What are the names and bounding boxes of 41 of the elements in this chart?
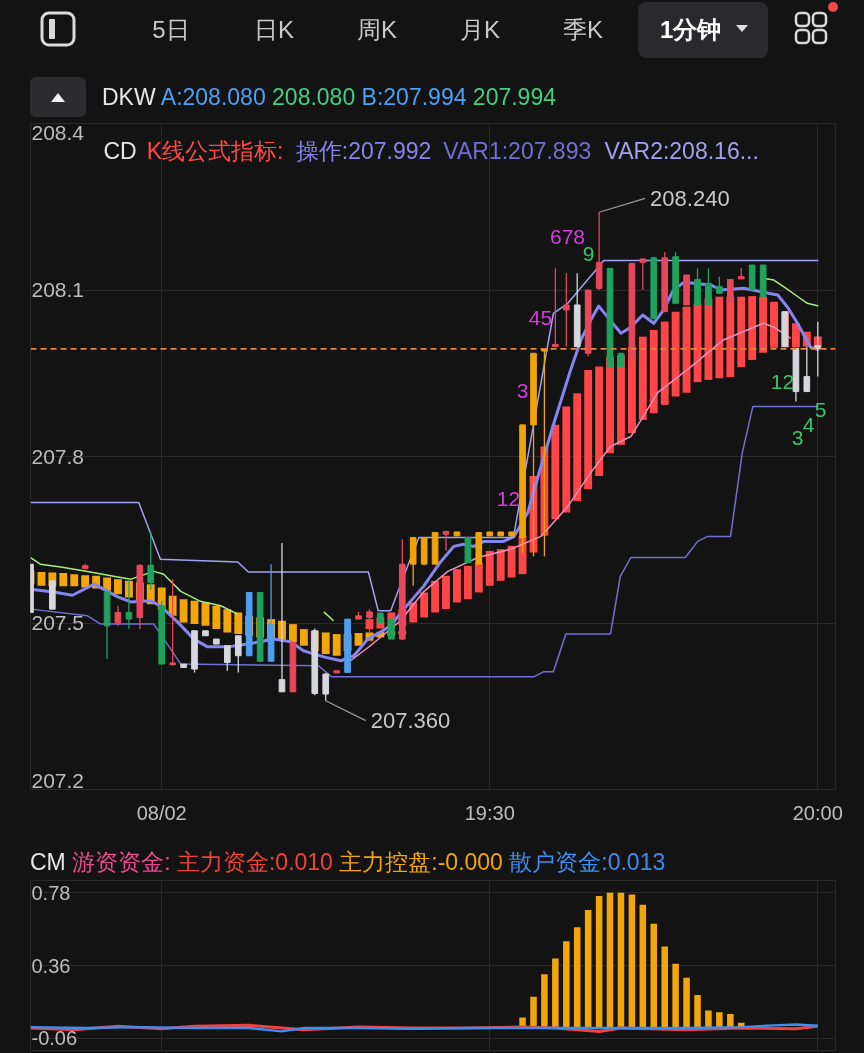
text: 1分钟 [660,14,722,45]
y-tick-label: 207.8 [31,444,85,468]
y-tick-label: 0.78 [31,881,71,904]
x-tick-label: 19:30 [464,801,515,824]
y-tick-label: -0.06 [31,1027,78,1050]
text: 日K [253,14,295,45]
y-tick-label: 208.4 [31,120,85,144]
annotation: CD [103,137,137,164]
text: VAR2:208.16... [604,137,759,164]
annotation: K线公式指标: [146,137,284,164]
y-tick-label: 0.36 [31,954,71,977]
text: 季K [562,14,604,45]
text: DKW [102,83,156,110]
annotation: 45 [528,305,553,329]
text: 主力资金:0.010 [176,848,333,875]
y-tick-label: 208.1 [31,278,85,301]
text: 操作:207.992 [295,137,432,164]
chart-title: CM [30,848,66,875]
x-tick-label: 20:00 [792,801,843,824]
y-tick-label: 207.5 [31,611,85,634]
text: 5日 [152,14,190,45]
text: A:208.080 [160,83,266,110]
annotation: 207.360 [370,708,451,734]
text: 周K [356,14,398,45]
annotation: 3 [516,378,529,402]
text: B:207.994 [361,83,467,110]
text: 主力控盘:-0.000 [339,848,503,875]
annotation: 12 [496,487,521,511]
annotation: 3 [791,425,804,449]
annotation: 5 [814,397,827,421]
annotation: 208.240 [650,185,730,211]
annotation: 4 [802,412,815,436]
x-tick-label: 08/02 [136,801,187,824]
text: VAR1:207.893 [443,137,592,164]
annotation: 12 [770,369,795,393]
text: 游资资金: [72,848,171,875]
text: 月K [459,14,501,45]
text: 208.080 [272,83,356,110]
text: 207.994 [472,83,556,110]
y-tick-label: 207.2 [31,768,85,792]
text: 散户资金:0.013 [509,848,666,875]
